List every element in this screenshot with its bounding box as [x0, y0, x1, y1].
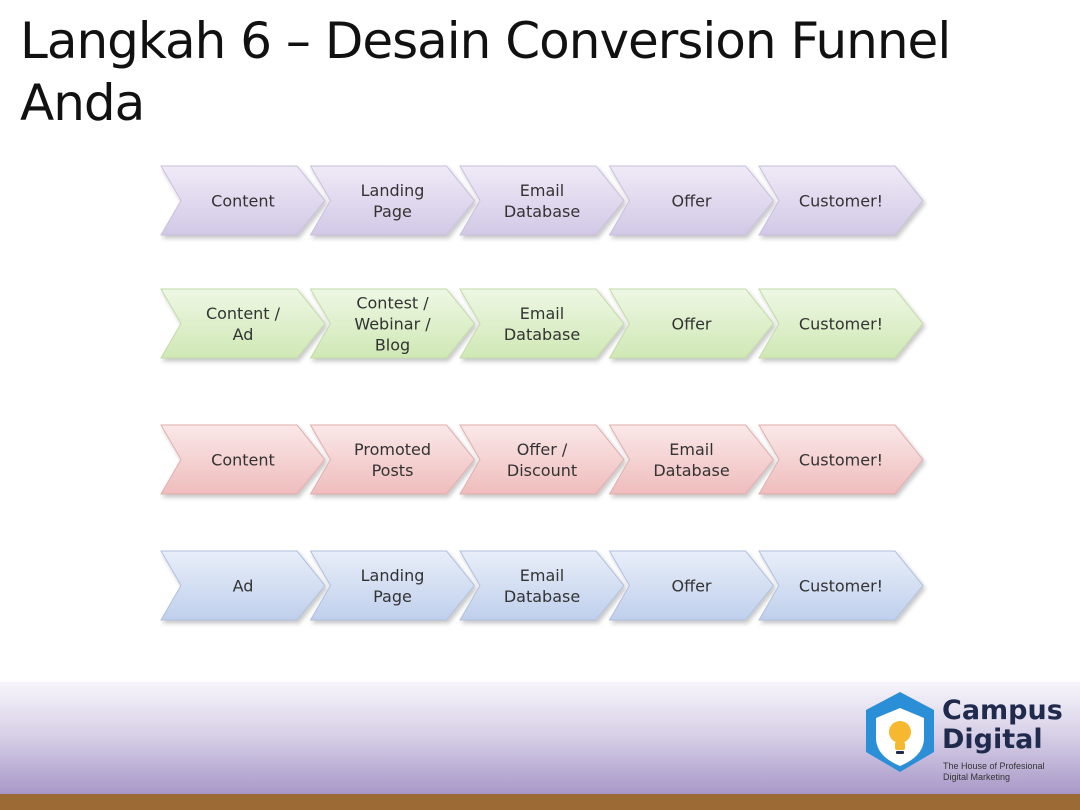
funnel-step-label: Email Database: [504, 181, 580, 221]
funnel-step-label-line: Promoted: [354, 440, 431, 459]
logo-name-line-2: Digital: [942, 724, 1043, 755]
funnel-step-label-line: Landing: [361, 566, 425, 585]
funnel-step-label: Email Database: [653, 440, 729, 480]
funnel-step-label-line: Database: [653, 461, 729, 480]
funnel-step-shape: [608, 550, 775, 621]
funnel-step-shape: [758, 165, 924, 236]
funnel-diagram: Content Landing Page Email Database Offer Cust…: [160, 165, 924, 621]
funnel-step-label-line: Email: [520, 181, 564, 200]
funnel-step-shape: [309, 165, 476, 236]
funnel-step-label-line: Email: [669, 440, 713, 459]
funnel-step-shape: [160, 550, 326, 621]
funnel-step-label: Customer!: [799, 315, 883, 334]
funnel-step-label-line: Offer: [671, 192, 711, 211]
funnel-row-1: Content Landing Page Email Database Offer Cust…: [160, 165, 924, 236]
funnel-step-label: Content / Ad: [206, 304, 281, 344]
slide-title-line-2: Anda: [20, 74, 145, 132]
funnel-step-label: Offer: [671, 577, 711, 596]
funnel-step-label: Promoted Posts: [354, 440, 431, 480]
funnel-step-shape: [459, 550, 625, 621]
logo-tagline-line-2: Digital Marketing: [943, 772, 1011, 782]
funnel-step-label: Offer: [671, 192, 711, 211]
funnel-step-label-line: Database: [504, 202, 580, 221]
funnel-step-label-line: Page: [373, 587, 412, 606]
logo-tagline-line-1: The House of Profesional: [943, 761, 1045, 771]
lightbulb-shield-icon: [866, 692, 934, 772]
funnel-row-4: Ad Landing Page Email Database Offer Customer!: [160, 550, 924, 621]
funnel-step-label-line: Page: [373, 202, 412, 221]
funnel-step-label: Customer!: [799, 577, 883, 596]
slide-title: Langkah 6 – Desain Conversion Funnel And…: [20, 10, 1060, 134]
funnel-step-shape: [160, 165, 326, 236]
funnel-step-shape: [459, 165, 625, 236]
funnel-step-shape: [459, 288, 625, 359]
funnel-step-label-line: Content: [211, 192, 275, 211]
funnel-step-label-line: Offer: [671, 315, 711, 334]
funnel-step-label: Offer / Discount: [507, 440, 577, 480]
footer-bar: [0, 794, 1080, 810]
funnel-step-shape: [608, 165, 775, 236]
funnel-step-label-line: Customer!: [799, 315, 883, 334]
funnel-step-label: Content: [211, 192, 275, 211]
funnel-step-label-line: Offer: [671, 577, 711, 596]
funnel-step-shape: [459, 424, 625, 495]
funnel-step-label: Landing Page: [361, 566, 425, 606]
funnel-step-label: Ad: [233, 577, 254, 596]
funnel-row-3: Content Promoted Posts Offer / Discount Email…: [160, 424, 924, 495]
funnel-step-label: Offer: [671, 315, 711, 334]
funnel-step-shape: [608, 424, 775, 495]
funnel-step-label: Contest / Webinar / Blog: [354, 294, 431, 355]
funnel-step-label: Content: [211, 451, 275, 470]
funnel-step-shape: [309, 288, 476, 359]
funnel-step-label-line: Ad: [233, 325, 254, 344]
funnel-step-label-line: Ad: [233, 577, 254, 596]
funnel-step-shape: [309, 550, 476, 621]
funnel-step-label-line: Webinar /: [354, 315, 431, 334]
funnel-step-shape: [160, 424, 326, 495]
funnel-step-label-line: Content: [211, 451, 275, 470]
funnel-step-label-line: Posts: [372, 461, 414, 480]
conversion-funnels: Content Landing Page Email Database Offer Cust…: [160, 165, 924, 621]
funnel-step-label-line: Customer!: [799, 577, 883, 596]
funnel-step-label-line: Email: [520, 304, 564, 323]
funnel-step-label-line: Offer /: [517, 440, 568, 459]
funnel-step-label-line: Database: [504, 587, 580, 606]
funnel-step-shape: [758, 288, 924, 359]
funnel-step-shape: [160, 288, 326, 359]
funnel-step-label: Email Database: [504, 566, 580, 606]
funnel-step-label-line: Customer!: [799, 192, 883, 211]
funnel-step-label: Landing Page: [361, 181, 425, 221]
funnel-step-label-line: Customer!: [799, 451, 883, 470]
campus-digital-logo: Campus Digital The House of Profesional …: [862, 688, 1072, 788]
funnel-step-shape: [758, 550, 924, 621]
funnel-step-label-line: Landing: [361, 181, 425, 200]
funnel-step-label-line: Content /: [206, 304, 281, 323]
funnel-step-shape: [309, 424, 476, 495]
funnel-step-label: Customer!: [799, 451, 883, 470]
funnel-step-shape: [758, 424, 924, 495]
funnel-row-2: Content / Ad Contest / Webinar / Blog Email Da…: [160, 288, 924, 359]
logo-name-line-1: Campus: [942, 695, 1063, 726]
funnel-step-label-line: Contest /: [356, 294, 429, 313]
funnel-step-label-line: Blog: [375, 336, 410, 355]
funnel-step-label-line: Database: [504, 325, 580, 344]
funnel-step-label: Email Database: [504, 304, 580, 344]
slide-title-line-1: Langkah 6 – Desain Conversion Funnel: [20, 12, 951, 70]
funnel-step-label-line: Discount: [507, 461, 577, 480]
funnel-step-label: Customer!: [799, 192, 883, 211]
funnel-step-label-line: Email: [520, 566, 564, 585]
funnel-step-shape: [608, 288, 775, 359]
